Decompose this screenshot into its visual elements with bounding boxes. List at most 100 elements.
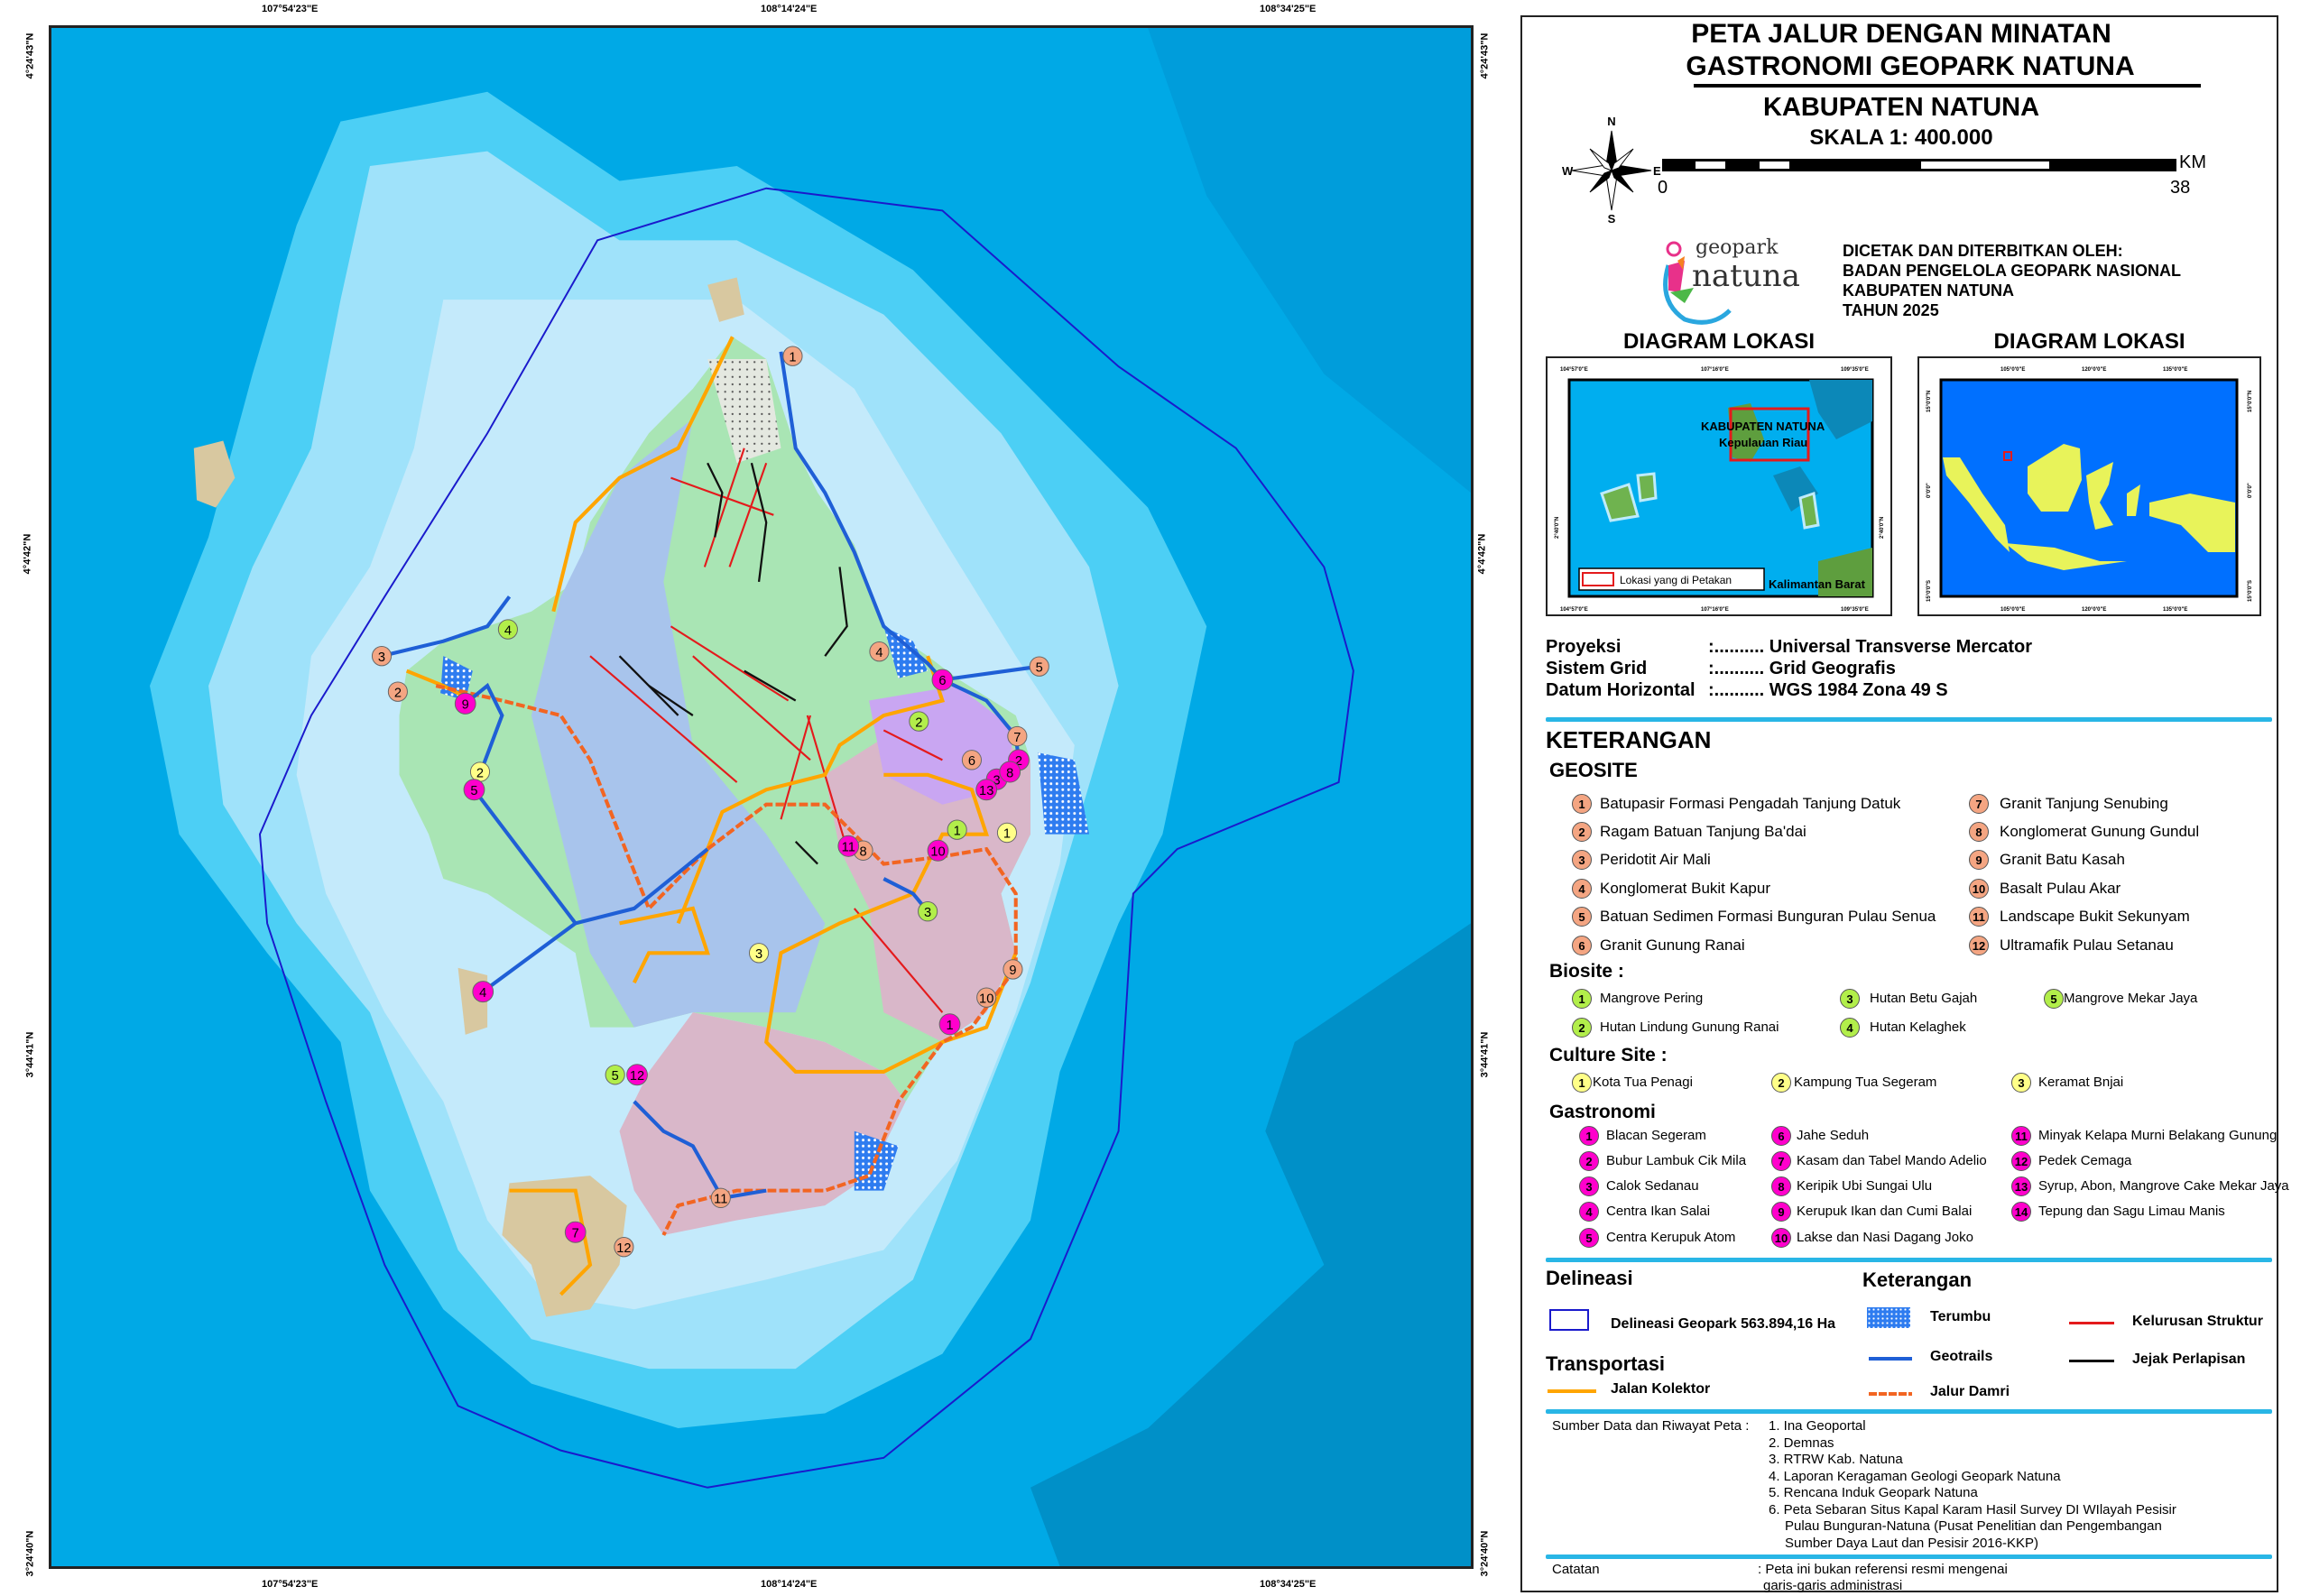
geosite-map-marker[interactable]: 1 (782, 346, 803, 366)
biosite-heading: Biosite : (1549, 961, 1624, 982)
gastronomi-legend-label: Lakse dan Nasi Dagang Joko (1797, 1230, 1973, 1245)
marker-number: 3 (755, 947, 762, 962)
biosite-map-marker[interactable]: 2 (909, 711, 929, 732)
gastronomi-map-marker[interactable]: 5 (463, 779, 485, 801)
geosite-legend-label: Granit Tanjung Senubing (2000, 794, 2168, 812)
delineation-boundary (258, 187, 1354, 1489)
inset-tick: 0°0'0" (1927, 483, 1932, 498)
gastronomi-map-marker[interactable]: 1 (938, 1013, 961, 1036)
bottom-tick-label: 107°54'23"E (262, 1579, 319, 1590)
gastronomi-map-marker[interactable]: 6 (931, 669, 954, 691)
marker-number: 1 (789, 350, 796, 364)
gastronomi-heading: Gastronomi (1549, 1102, 1656, 1122)
culture-map-marker[interactable]: 2 (469, 761, 491, 782)
culture-map-marker[interactable]: 1 (996, 822, 1018, 844)
biosite-map-marker[interactable]: 4 (497, 619, 518, 640)
gastronomi-legend-label: Tepung dan Sagu Limau Manis (2038, 1204, 2225, 1219)
gastronomi-map-marker[interactable]: 13 (975, 779, 998, 801)
bottom-tick-label: 108°14'24"E (761, 1579, 818, 1590)
logo-text-natuna: natuna (1692, 258, 1800, 294)
sources-label: Sumber Data dan Riwayat Peta : (1552, 1418, 1750, 1434)
gastronomi-marker-icon: 12 (2011, 1151, 2031, 1171)
culture-legend-label: Keramat Bnjai (2038, 1075, 2124, 1090)
inset-label-natuna: KABUPATEN NATUNA (1701, 420, 1825, 433)
marker-number: 11 (842, 841, 855, 855)
source-item: 3. RTRW Kab. Natuna (1769, 1452, 1903, 1467)
publisher-line: BADAN PENGELOLA GEOPARK NASIONAL (1843, 262, 2182, 280)
inset-tick: 120°0'0"E (2082, 367, 2106, 373)
biosite-map-marker[interactable]: 3 (918, 901, 938, 922)
inset-tick: 105°0'0"E (2000, 367, 2025, 373)
right-tick-label: 4°4'42"N (1476, 533, 1488, 575)
geosite-map-marker[interactable]: 10 (976, 987, 997, 1008)
geosite-map-marker[interactable]: 5 (1029, 656, 1049, 677)
geosite-map-marker[interactable]: 4 (869, 641, 890, 662)
marker-number: 8 (859, 844, 866, 859)
gastronomi-marker-icon: 8 (1771, 1176, 1791, 1196)
scale-end: 38 (2170, 178, 2191, 198)
island-tip (707, 277, 744, 322)
geosite-map-marker[interactable]: 6 (961, 750, 982, 770)
gastronomi-map-marker[interactable]: 4 (472, 981, 494, 1003)
jejak-swatch (2069, 1360, 2114, 1362)
compass-w: W (1562, 164, 1574, 178)
geosite-map-marker[interactable]: 7 (1007, 725, 1028, 747)
geosite-marker-icon: 9 (1969, 850, 1989, 870)
legend-panel: PETA JALUR DENGAN MINATAN GASTRONOMI GEO… (1520, 15, 2289, 1593)
biosite-legend-label: Mangrove Mekar Jaya (2064, 991, 2198, 1006)
biosite-map-marker[interactable]: 1 (947, 819, 967, 840)
publisher-line: KABUPATEN NATUNA (1843, 281, 2014, 300)
marker-number: 3 (924, 906, 931, 920)
inset-tick: 15°0'0"N (2248, 391, 2253, 412)
jalan-kolektor-label: Jalan Kolektor (1611, 1381, 1711, 1397)
marker-number: 8 (1006, 766, 1013, 780)
inset-left-heading: DIAGRAM LOKASI (1623, 329, 1815, 354)
gastronomi-map-marker[interactable]: 10 (927, 839, 949, 862)
gastronomi-map-marker[interactable]: 9 (454, 692, 476, 715)
jejak-label: Jejak Perlapisan (2132, 1352, 2246, 1367)
inset-tick: 0°0'0" (2248, 483, 2253, 498)
biosite-legend-label: Hutan Betu Gajah (1870, 991, 1978, 1006)
right-tick-label: 3°24'40"N (1479, 1530, 1491, 1577)
gastronomi-legend-label: Jahe Seduh (1797, 1128, 1870, 1143)
source-item: Pulau Bunguran-Natuna (Pusat Penelitian … (1785, 1518, 2162, 1534)
culture-legend-label: Kota Tua Penagi (1593, 1075, 1693, 1090)
gastronomi-map-marker[interactable]: 8 (999, 761, 1021, 783)
proj-label: Proyeksi (1546, 637, 1622, 657)
inset-tick: 15°0'0"S (2248, 580, 2253, 602)
geosite-map-marker[interactable]: 3 (371, 645, 393, 667)
geosite-legend-label: Konglomerat Bukit Kapur (1600, 879, 1770, 897)
marker-number: 10 (979, 992, 993, 1006)
main-map[interactable]: 1 2 3 4 5 6 7 8 9 10 11 12 1 2 3 4 5 1 2 3 1 2 3 4 5 6 7 8 9 10 11 12 13 (49, 25, 1474, 1569)
kelurusan-swatch (2069, 1322, 2114, 1324)
geosite-marker-icon: 2 (1572, 822, 1592, 842)
gastronomi-legend-label: Keripik Ubi Sungai Ulu (1797, 1178, 1933, 1194)
biosite-legend-label: Hutan Lindung Gunung Ranai (1600, 1019, 1779, 1035)
marker-number: 2 (915, 715, 922, 730)
geosite-map-marker[interactable]: 9 (1003, 959, 1023, 980)
culture-map-marker[interactable]: 3 (748, 943, 770, 964)
inset-tick: 135°0'0"E (2163, 367, 2187, 373)
marker-number: 5 (1036, 660, 1043, 675)
geosite-map-marker[interactable]: 12 (614, 1236, 634, 1258)
island-south-west (502, 1176, 627, 1317)
marker-number: 13 (979, 784, 993, 798)
gastronomi-map-marker[interactable]: 12 (626, 1064, 648, 1086)
title-underline (1694, 84, 2201, 88)
geosite-marker-icon: 11 (1969, 907, 1989, 927)
geosite-map-marker[interactable]: 11 (710, 1187, 731, 1209)
gastronomi-marker-icon: 4 (1579, 1202, 1599, 1222)
inset-map-indonesia: 105°0'0"E 120°0'0"E 135°0'0"E 105°0'0"E … (1917, 356, 2261, 616)
jalur-damri-label: Jalur Damri (1930, 1384, 2010, 1399)
jalan-kolektor-swatch (1548, 1389, 1596, 1393)
deep-sea (1030, 923, 1471, 1566)
gastronomi-marker-icon: 10 (1771, 1228, 1791, 1248)
geosite-marker-icon: 7 (1969, 794, 1989, 814)
bottom-tick-label: 108°34'25"E (1260, 1579, 1317, 1590)
biosite-marker-icon: 5 (2044, 989, 2064, 1009)
gastronomi-map-marker[interactable]: 7 (564, 1221, 587, 1243)
gastronomi-map-marker[interactable]: 11 (837, 835, 860, 857)
geosite-map-marker[interactable]: 2 (387, 681, 408, 702)
biosite-map-marker[interactable]: 5 (605, 1065, 625, 1085)
marker-number: 1 (946, 1019, 953, 1033)
